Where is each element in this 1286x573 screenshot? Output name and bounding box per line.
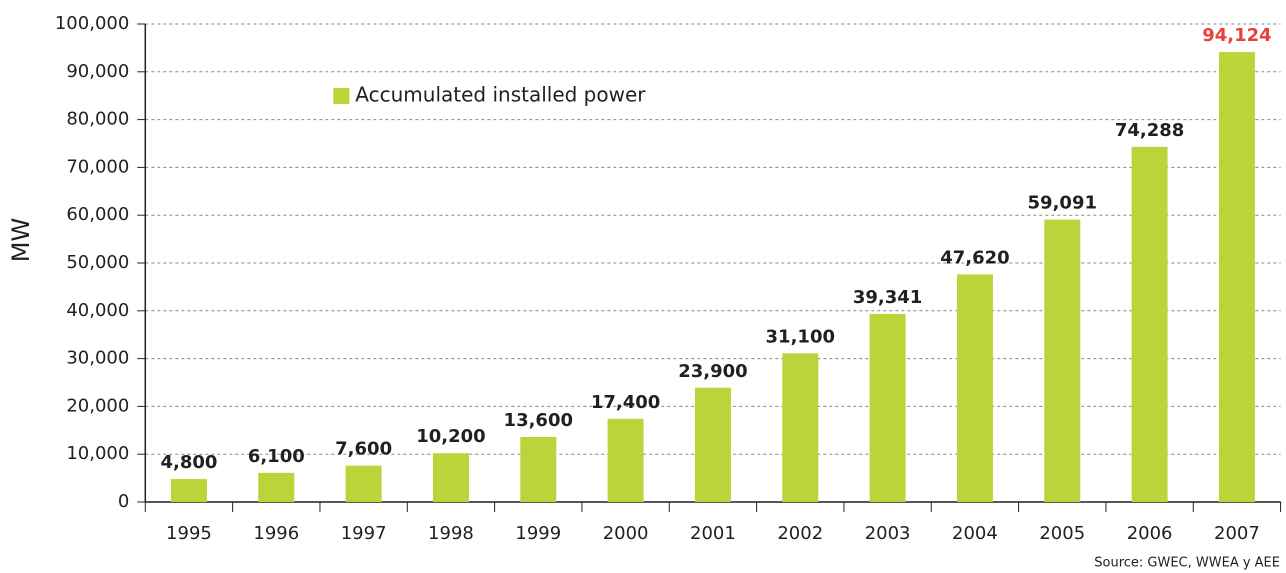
- x-tick-label: 1996: [253, 523, 299, 544]
- value-label: 17,400: [591, 392, 660, 413]
- bar: [1044, 219, 1081, 502]
- x-tick-label: 2003: [865, 523, 911, 544]
- x-tick-label: 2000: [603, 523, 649, 544]
- bar: [607, 418, 644, 502]
- x-tick-label: 1995: [166, 523, 212, 544]
- value-label: 6,100: [248, 446, 305, 467]
- y-tick-label: 20,000: [66, 395, 129, 416]
- bar: [520, 436, 557, 502]
- bar: [432, 453, 469, 502]
- bar: [170, 479, 207, 502]
- x-tick-label: 1999: [515, 523, 561, 544]
- value-label: 74,288: [1115, 120, 1184, 141]
- bar: [258, 472, 295, 502]
- x-tick-label: 2002: [777, 523, 823, 544]
- bar: [694, 387, 731, 502]
- value-label: 23,900: [678, 361, 747, 382]
- bar: [782, 353, 819, 502]
- value-label: 10,200: [416, 426, 485, 447]
- legend-label: Accumulated installed power: [355, 83, 646, 107]
- value-label: 59,091: [1028, 193, 1097, 214]
- value-label: 47,620: [940, 247, 1009, 268]
- y-tick-label: 60,000: [66, 204, 129, 225]
- bar: [956, 274, 993, 502]
- bar: [869, 313, 906, 502]
- y-tick-label: 0: [118, 491, 129, 512]
- source-note: Source: GWEC, WWEA y AEE: [1094, 556, 1280, 571]
- legend-swatch: [333, 88, 350, 104]
- x-tick-label: 2004: [952, 523, 998, 544]
- y-tick-label: 100,000: [55, 13, 129, 34]
- x-tick-label: 2006: [1127, 523, 1173, 544]
- value-label: 31,100: [766, 326, 835, 347]
- x-tick-label: 1997: [341, 523, 387, 544]
- value-label: 39,341: [853, 287, 922, 308]
- y-tick-label: 70,000: [66, 156, 129, 177]
- y-tick-label: 90,000: [66, 61, 129, 82]
- y-axis-label: MW: [7, 218, 35, 262]
- y-tick-label: 40,000: [66, 300, 129, 321]
- y-tick-label: 80,000: [66, 109, 129, 130]
- bar: [1131, 146, 1168, 502]
- x-tick-label: 1998: [428, 523, 474, 544]
- value-label: 13,600: [504, 410, 573, 431]
- value-label: 94,124: [1202, 25, 1271, 46]
- value-label: 4,800: [160, 452, 217, 473]
- y-tick-label: 30,000: [66, 348, 129, 369]
- bar: [1218, 52, 1255, 502]
- x-tick-label: 2005: [1039, 523, 1085, 544]
- y-tick-label: 10,000: [66, 443, 129, 464]
- value-label: 7,600: [335, 439, 392, 460]
- bar: [345, 465, 382, 502]
- y-tick-label: 50,000: [66, 252, 129, 273]
- x-tick-label: 2007: [1214, 523, 1260, 544]
- x-tick-label: 2001: [690, 523, 736, 544]
